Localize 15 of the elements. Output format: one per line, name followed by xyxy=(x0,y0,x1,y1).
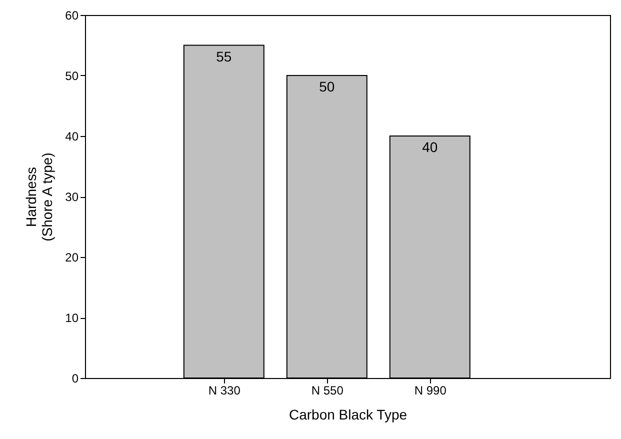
x-axis-title: Carbon Black Type xyxy=(288,406,408,422)
y-tick-label: 40 xyxy=(65,130,79,144)
data-label: 50 xyxy=(319,78,335,94)
x-tick-label: N 550 xyxy=(311,384,344,398)
data-label: 55 xyxy=(216,48,232,64)
y-tick-label: 30 xyxy=(65,190,79,204)
y-tick-label: 10 xyxy=(65,311,79,325)
data-label: 40 xyxy=(422,139,438,155)
y-tick-label: 60 xyxy=(65,8,79,22)
y-tick-label: 20 xyxy=(65,250,79,264)
x-tick-label: N 330 xyxy=(208,384,241,398)
y-axis-title: Hardness (Shore A type) xyxy=(23,152,56,242)
y-tick-label: 50 xyxy=(65,69,79,83)
x-tick-label: N 990 xyxy=(414,384,447,398)
y-tick-label: 0 xyxy=(72,372,79,386)
